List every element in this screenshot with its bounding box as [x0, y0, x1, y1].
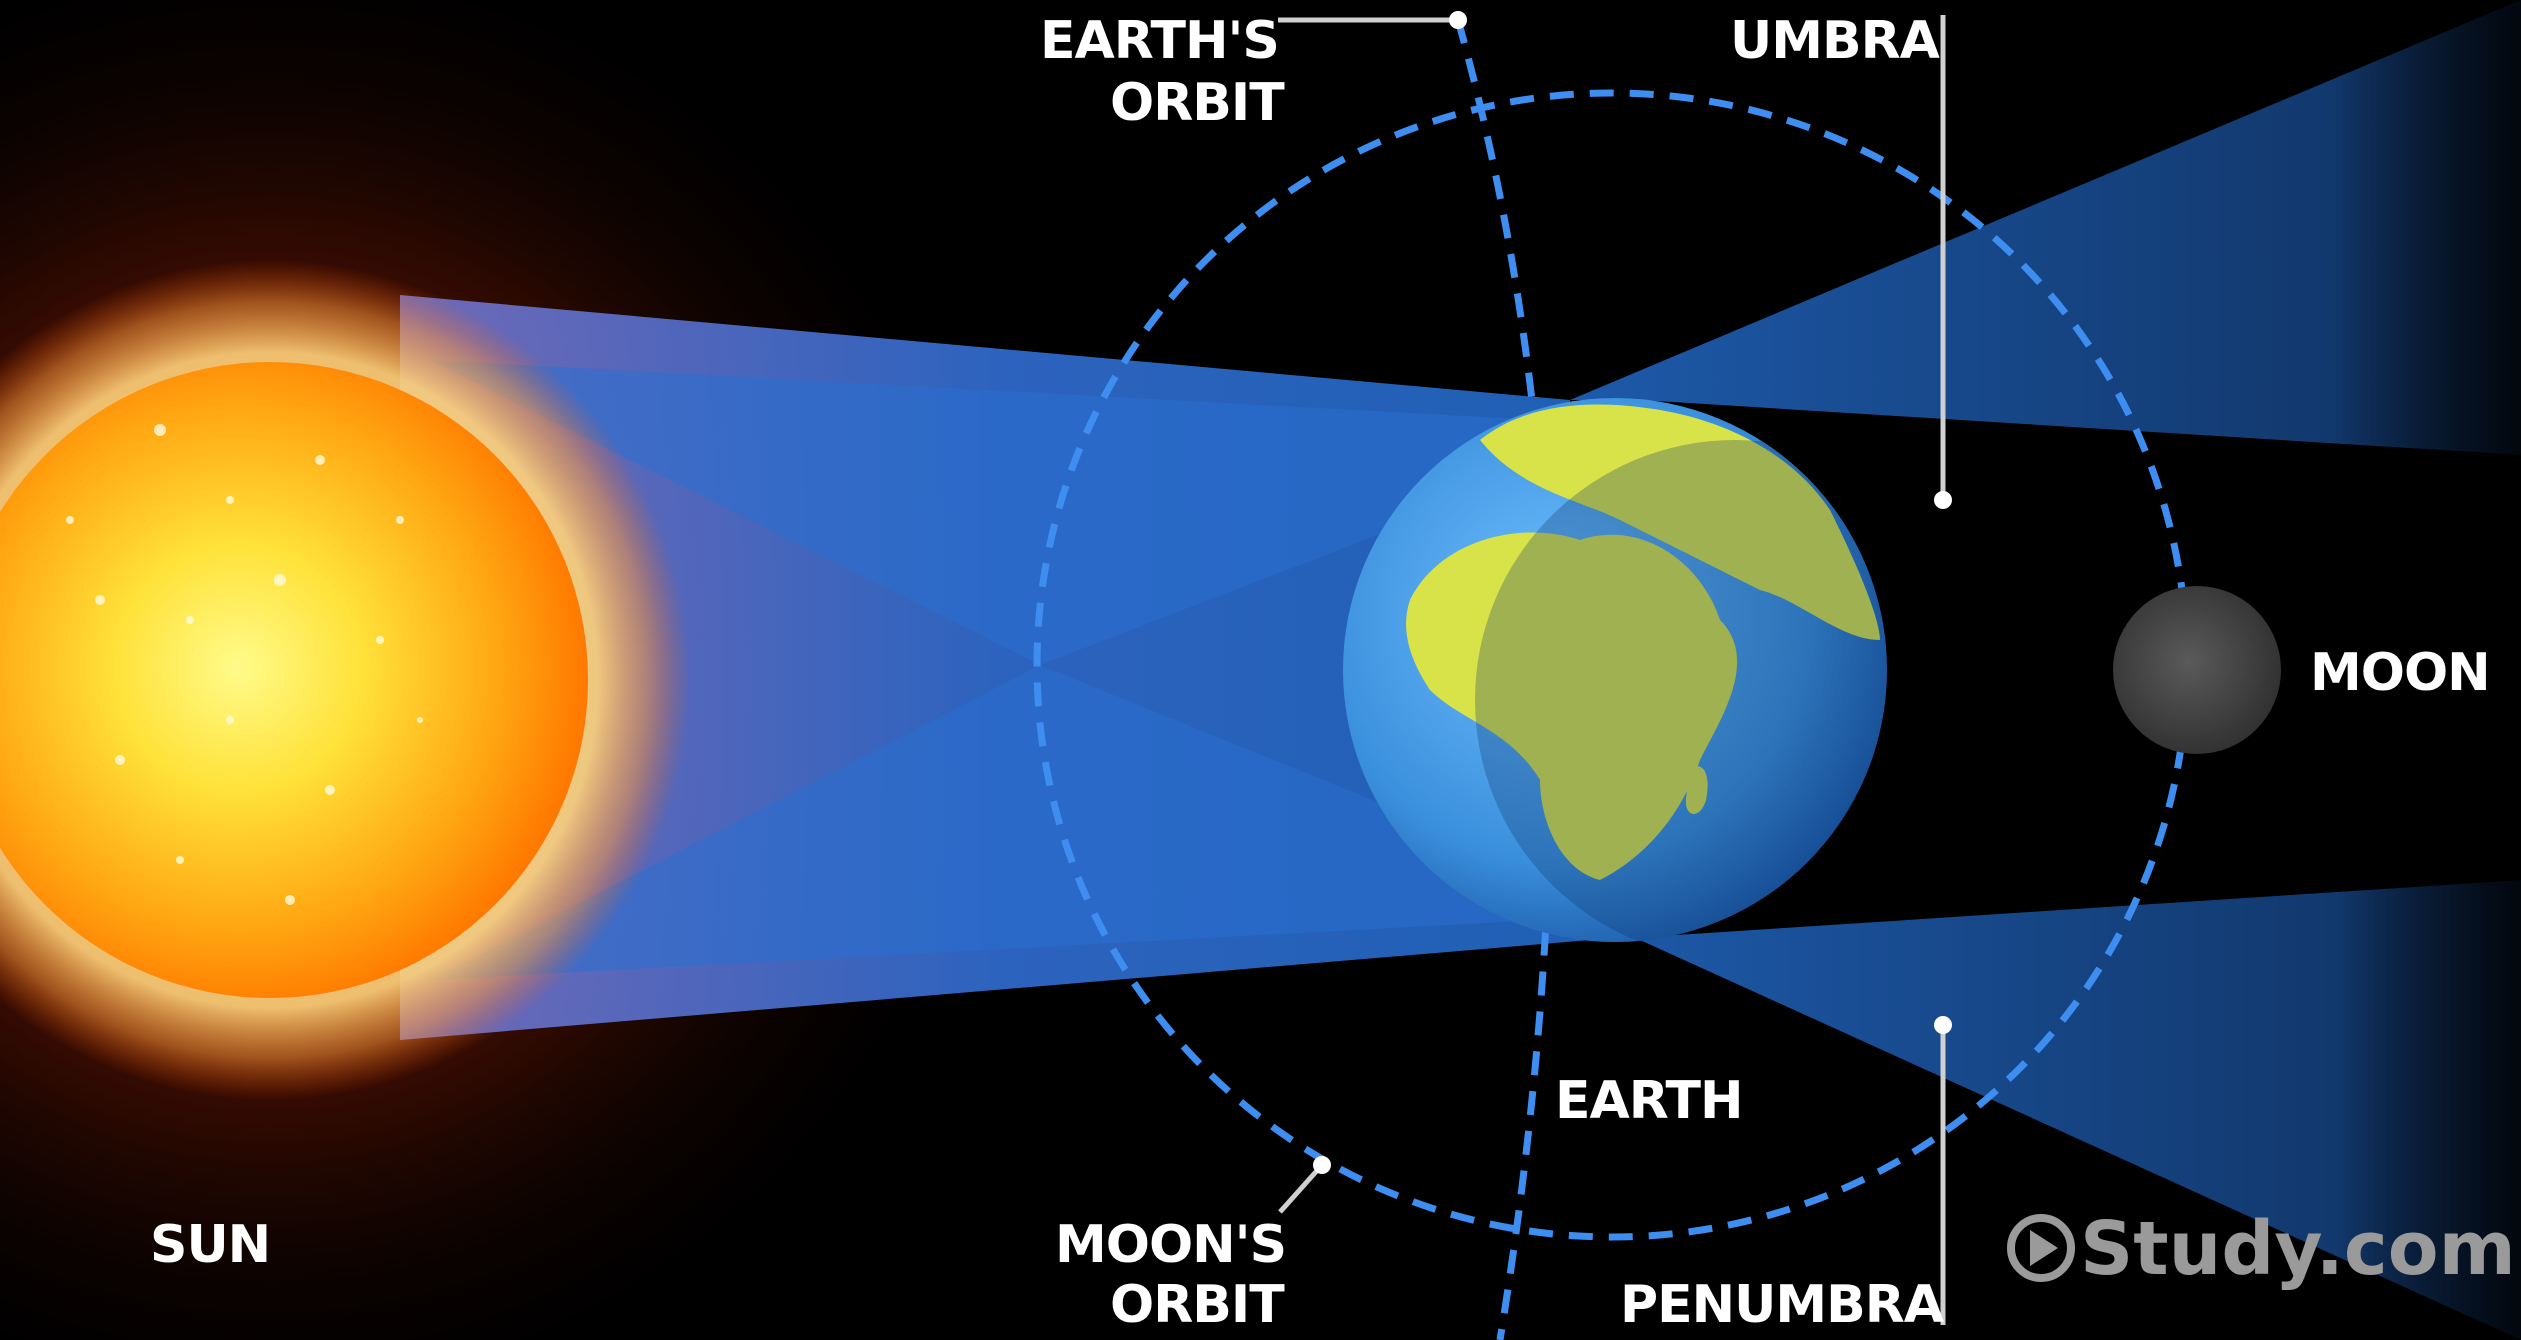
leader-lines — [1278, 15, 1946, 1325]
earths-orbit-label-line1: EARTH'S — [1040, 11, 1279, 71]
moon-label: MOON — [2310, 643, 2490, 703]
study-watermark: Study.com — [2007, 1206, 2516, 1292]
penumbra-label: PENUMBRA — [1620, 1275, 1944, 1335]
leader-dots — [1313, 11, 1952, 1174]
sun-disc — [0, 362, 588, 998]
earth-land-europe — [1480, 404, 1880, 640]
moons-orbit-label-line2: ORBIT — [1110, 1275, 1285, 1335]
play-triangle-icon — [2030, 1230, 2058, 1266]
earths-orbit-label-line2: ORBIT — [1110, 73, 1285, 133]
cross-ray-upper — [430, 360, 1540, 665]
moons-orbit-label-line1: MOON'S — [1055, 1215, 1286, 1275]
sun — [0, 260, 690, 1100]
cross-ray-lower — [430, 665, 1540, 980]
earth-land-africa — [1406, 532, 1738, 880]
umbra-label: UMBRA — [1730, 11, 1940, 71]
play-circle-icon — [2007, 1214, 2075, 1282]
penumbra-lower — [1590, 880, 2521, 1340]
sun-speckles — [66, 424, 423, 905]
watermark-text: Study.com — [2080, 1206, 2516, 1292]
earth — [1343, 398, 1887, 942]
moon — [2113, 586, 2281, 754]
earth-label: EARTH — [1555, 1071, 1742, 1131]
sun-label: SUN — [150, 1215, 270, 1275]
earth-land-madagascar — [1685, 766, 1708, 815]
penumbra-upper — [1570, 0, 2521, 455]
moons-orbit-leader — [1278, 1163, 1324, 1214]
earths-orbit-path — [1454, 19, 1555, 1340]
